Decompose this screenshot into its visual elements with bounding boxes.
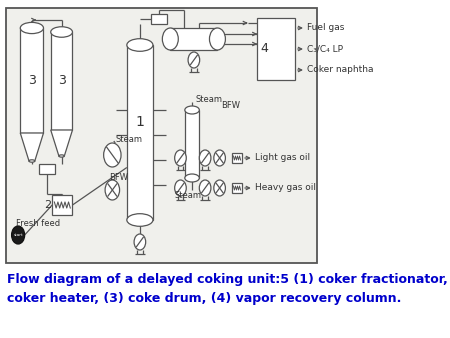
- Text: 3: 3: [58, 74, 66, 88]
- Text: C₃/C₄ LP: C₃/C₄ LP: [306, 45, 342, 53]
- Bar: [232, 153, 242, 163]
- Ellipse shape: [209, 28, 225, 50]
- Polygon shape: [20, 133, 44, 161]
- Ellipse shape: [29, 160, 35, 162]
- Bar: [170, 28, 217, 50]
- Text: Steam: Steam: [115, 135, 142, 144]
- Ellipse shape: [51, 27, 72, 37]
- Bar: [232, 183, 242, 193]
- Text: 2: 2: [44, 200, 51, 210]
- Bar: [257, 18, 295, 80]
- Bar: [39, 164, 55, 174]
- Text: 3: 3: [28, 74, 36, 87]
- Bar: [51, 32, 72, 130]
- Text: coker heater, (3) coke drum, (4) vapor recovery column.: coker heater, (3) coke drum, (4) vapor r…: [6, 292, 401, 305]
- Circle shape: [199, 150, 211, 166]
- Bar: [52, 195, 72, 215]
- Circle shape: [12, 226, 25, 244]
- Circle shape: [105, 180, 120, 200]
- Text: Fresh feed: Fresh feed: [16, 218, 60, 227]
- Polygon shape: [51, 130, 72, 156]
- Text: Steam: Steam: [175, 192, 202, 200]
- Bar: [151, 14, 166, 24]
- Text: Fuel gas: Fuel gas: [306, 24, 344, 32]
- Circle shape: [214, 180, 225, 196]
- Ellipse shape: [20, 22, 44, 33]
- Circle shape: [199, 180, 211, 196]
- Ellipse shape: [185, 174, 199, 182]
- Bar: [6, 8, 317, 263]
- Text: Light gas oil: Light gas oil: [255, 153, 310, 163]
- Ellipse shape: [127, 39, 153, 51]
- Circle shape: [175, 180, 186, 196]
- Ellipse shape: [59, 155, 64, 157]
- Circle shape: [175, 150, 186, 166]
- Bar: [20, 28, 44, 133]
- Text: 4: 4: [261, 43, 269, 55]
- Ellipse shape: [127, 214, 153, 226]
- Text: BFW: BFW: [221, 100, 240, 110]
- Circle shape: [134, 234, 146, 250]
- Circle shape: [214, 150, 225, 166]
- Text: start: start: [14, 233, 23, 237]
- Circle shape: [104, 143, 121, 167]
- Circle shape: [188, 52, 200, 68]
- Text: 1: 1: [135, 116, 144, 129]
- Text: BFW: BFW: [109, 172, 128, 182]
- Text: Flow diagram of a delayed coking unit:5 (1) coker fractionator, (2): Flow diagram of a delayed coking unit:5 …: [6, 273, 450, 286]
- Text: Coker naphtha: Coker naphtha: [306, 66, 373, 74]
- Text: Steam: Steam: [196, 96, 223, 104]
- Text: Heavy gas oil: Heavy gas oil: [255, 184, 316, 193]
- Bar: [127, 45, 153, 220]
- Ellipse shape: [185, 106, 199, 114]
- Ellipse shape: [162, 28, 178, 50]
- Bar: [185, 110, 199, 178]
